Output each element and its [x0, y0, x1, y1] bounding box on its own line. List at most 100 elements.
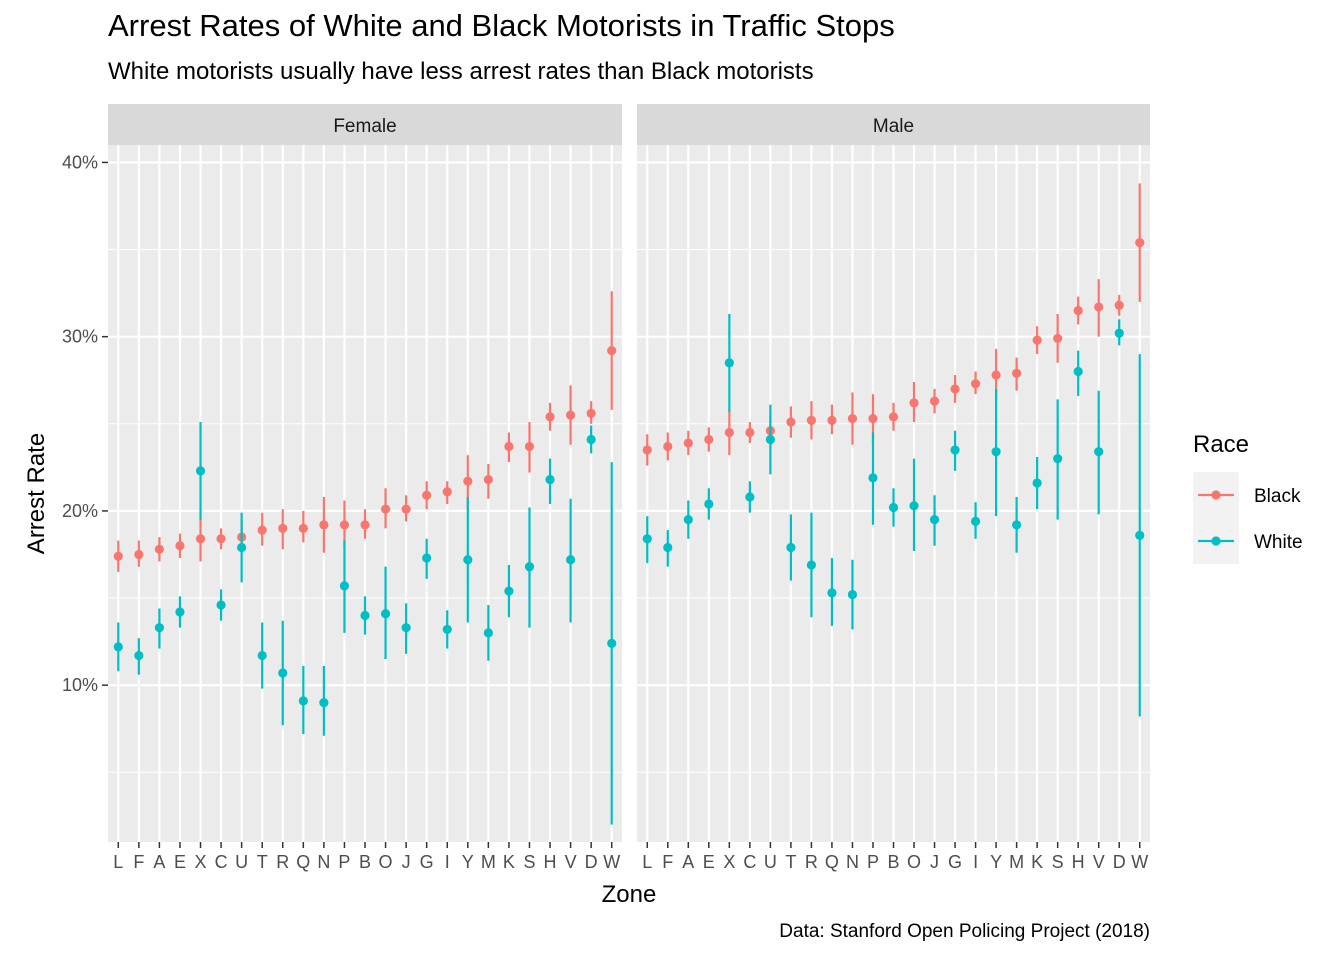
x-tick-label: C [215, 852, 228, 872]
x-tick-label: A [153, 852, 165, 872]
data-point [888, 502, 899, 513]
data-point [504, 586, 514, 596]
data-point [113, 642, 123, 652]
data-point [360, 520, 370, 530]
data-point [339, 581, 350, 591]
legend-key-point [1211, 536, 1221, 546]
data-point [1135, 237, 1145, 248]
data-point [216, 534, 226, 544]
legend-title: Race [1193, 431, 1249, 458]
data-point [195, 534, 206, 544]
data-point [195, 466, 206, 476]
data-point [175, 541, 185, 551]
x-tick-label: K [1031, 852, 1043, 872]
data-point [154, 544, 164, 554]
data-point [545, 474, 555, 485]
x-tick-label: Y [990, 852, 1002, 872]
data-point [339, 520, 350, 530]
x-tick-label: X [723, 852, 735, 872]
x-tick-label: B [359, 852, 371, 872]
facet-label-male: Male [873, 116, 914, 137]
data-point [401, 623, 411, 633]
x-tick-label: L [113, 852, 123, 872]
data-point [257, 650, 267, 661]
data-point [463, 555, 473, 565]
data-point [1094, 302, 1104, 312]
data-point [401, 504, 411, 514]
data-point [298, 696, 308, 706]
data-point [683, 515, 693, 525]
x-tick-label: T [785, 852, 796, 872]
data-point [154, 623, 164, 633]
data-point [1032, 478, 1042, 488]
data-point [463, 476, 473, 486]
data-point [642, 534, 652, 544]
data-point [806, 415, 817, 425]
data-point [1012, 520, 1022, 530]
x-tick-label: E [703, 852, 715, 872]
data-point [970, 379, 981, 389]
x-tick-label: Y [462, 852, 474, 872]
data-point [868, 413, 878, 424]
data-point [909, 398, 919, 408]
data-point [724, 358, 734, 368]
facet-strip [637, 104, 1150, 145]
data-point [765, 434, 775, 445]
x-tick-label: E [174, 852, 186, 872]
data-point [909, 501, 919, 511]
data-point [298, 523, 308, 533]
x-tick-label: F [662, 852, 673, 872]
data-point [929, 515, 940, 525]
y-tick-label: 40% [62, 152, 98, 172]
x-tick-label: S [523, 852, 535, 872]
data-point [704, 434, 714, 445]
data-point [380, 609, 391, 619]
data-point [827, 588, 837, 598]
data-point [1114, 328, 1124, 338]
x-tick-label: Q [296, 852, 310, 872]
data-point [524, 562, 535, 572]
legend-label-white: White [1254, 532, 1303, 553]
data-point [524, 441, 535, 452]
data-point [134, 650, 144, 661]
data-point [360, 610, 370, 621]
x-tick-label: G [948, 852, 962, 872]
x-tick-label: M [481, 852, 496, 872]
facet-label-female: Female [333, 116, 396, 137]
x-tick-label: H [1072, 852, 1085, 872]
x-tick-label: M [1009, 852, 1024, 872]
data-point [1114, 300, 1124, 310]
data-point [1094, 447, 1104, 457]
x-axis-title: Zone [602, 881, 657, 908]
x-tick-label: J [402, 852, 411, 872]
data-point [113, 551, 123, 561]
data-point [422, 553, 432, 563]
x-tick-label: O [907, 852, 921, 872]
legend-label-black: Black [1254, 486, 1301, 507]
data-point [1073, 366, 1083, 377]
data-point [175, 607, 185, 617]
x-tick-label: R [276, 852, 289, 872]
x-tick-label: B [887, 852, 899, 872]
data-point [442, 624, 452, 635]
x-tick-label: V [1093, 852, 1105, 872]
data-point [504, 441, 514, 452]
x-tick-label: J [930, 852, 939, 872]
data-point [806, 560, 817, 570]
data-point [745, 492, 755, 502]
data-point [663, 542, 673, 553]
data-point [1135, 530, 1145, 540]
data-point [745, 427, 755, 438]
chart-caption: Data: Stanford Open Policing Project (20… [779, 921, 1150, 942]
x-tick-label: W [603, 852, 620, 872]
data-point [1053, 454, 1063, 464]
x-tick-label: W [1131, 852, 1148, 872]
data-point [257, 525, 267, 535]
data-point [827, 415, 837, 425]
data-point [586, 434, 596, 445]
data-point [586, 408, 596, 418]
x-tick-label: R [805, 852, 818, 872]
x-tick-label: K [503, 852, 515, 872]
x-tick-label: V [565, 852, 577, 872]
